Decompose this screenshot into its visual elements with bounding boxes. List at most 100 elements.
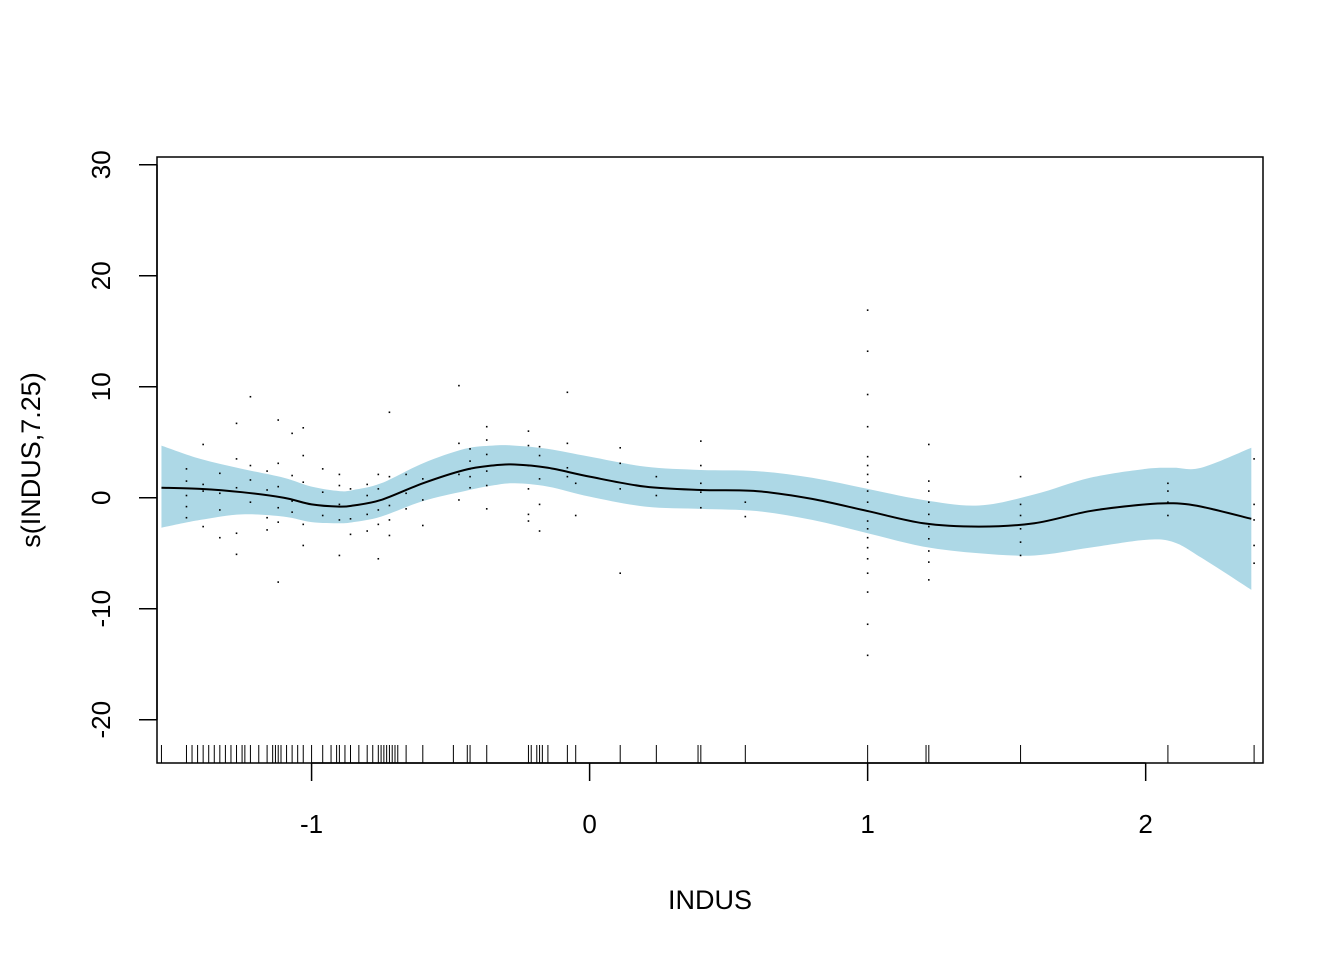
residual-point xyxy=(185,516,188,519)
residual-point xyxy=(249,501,252,503)
residual-point xyxy=(866,501,869,503)
residual-point xyxy=(219,509,221,511)
residual-point xyxy=(377,509,380,511)
residual-point xyxy=(377,473,380,476)
y-tick-label: -10 xyxy=(86,590,116,628)
x-axis: -1 0 1 2 xyxy=(300,762,1153,839)
x-tick-label: 0 xyxy=(582,809,596,839)
residual-point xyxy=(405,492,407,495)
residual-point xyxy=(366,494,368,497)
residual-point xyxy=(566,442,569,445)
residual-point xyxy=(1019,541,1022,543)
x-tick-label: -1 xyxy=(300,809,323,839)
residual-point xyxy=(928,443,930,446)
residual-point xyxy=(1253,544,1255,547)
residual-point xyxy=(928,561,930,563)
residual-point xyxy=(866,350,869,353)
residual-point xyxy=(1253,503,1255,506)
residual-point xyxy=(527,520,530,522)
residual-point xyxy=(700,440,702,442)
residual-point xyxy=(866,546,869,549)
residual-point xyxy=(235,532,238,535)
residual-point xyxy=(1019,528,1022,530)
residual-point xyxy=(219,472,221,475)
residual-point xyxy=(566,475,569,478)
residual-point xyxy=(655,494,658,497)
residual-point xyxy=(405,508,407,510)
residual-point xyxy=(928,501,930,503)
residual-point xyxy=(700,482,702,485)
residual-point xyxy=(928,550,930,552)
residual-point xyxy=(866,455,869,458)
residual-point xyxy=(366,483,368,486)
residual-point xyxy=(249,395,252,398)
residual-point xyxy=(249,464,252,467)
residual-point xyxy=(1167,514,1169,517)
residual-point xyxy=(321,491,324,493)
residual-point xyxy=(1167,482,1169,485)
residual-point xyxy=(1253,519,1255,521)
residual-point xyxy=(574,482,577,485)
residual-point xyxy=(866,481,869,483)
residual-point xyxy=(866,623,869,626)
residual-point xyxy=(277,462,280,465)
residual-point xyxy=(1167,490,1169,492)
residual-point xyxy=(458,499,460,501)
residual-point xyxy=(1253,458,1255,460)
residual-point xyxy=(566,391,569,394)
residual-point xyxy=(866,572,869,575)
residual-point xyxy=(388,534,391,537)
residual-point xyxy=(349,488,352,490)
residual-point xyxy=(377,557,380,560)
residual-point xyxy=(219,492,221,495)
residual-point xyxy=(277,419,280,421)
residual-point xyxy=(866,393,869,396)
residual-point xyxy=(619,572,621,575)
residual-point xyxy=(202,490,204,492)
y-tick-label: 20 xyxy=(86,261,116,290)
residual-point xyxy=(366,530,368,532)
residual-point xyxy=(866,654,869,657)
residual-point xyxy=(366,513,368,516)
residual-point xyxy=(202,443,204,446)
residual-point xyxy=(866,473,869,476)
residual-point xyxy=(321,514,324,517)
residual-point xyxy=(744,501,747,503)
residual-point xyxy=(469,448,471,450)
residual-point xyxy=(700,491,702,493)
residual-point xyxy=(235,553,238,556)
residual-point xyxy=(928,480,930,482)
residual-point xyxy=(185,494,188,497)
residual-point xyxy=(338,519,341,521)
residual-point xyxy=(928,538,930,540)
residual-point xyxy=(485,439,488,441)
residual-point xyxy=(302,544,305,547)
residual-point xyxy=(277,521,280,523)
residual-point xyxy=(266,516,268,519)
residual-point xyxy=(538,503,541,506)
residual-point xyxy=(866,536,869,539)
residual-point xyxy=(700,464,702,467)
residual-point xyxy=(185,505,188,508)
residual-point xyxy=(405,473,407,476)
residual-point xyxy=(619,488,621,490)
residual-point xyxy=(302,523,305,526)
residual-point xyxy=(235,458,238,460)
residual-point xyxy=(291,474,293,477)
residual-point xyxy=(377,523,380,526)
smooth-line xyxy=(161,463,1252,528)
residual-point xyxy=(485,470,488,472)
x-tick-label: 1 xyxy=(860,809,874,839)
residual-point xyxy=(485,508,488,510)
residual-point xyxy=(485,453,488,456)
residual-point xyxy=(655,475,658,478)
partial-residuals-layer xyxy=(185,309,1255,657)
residual-point xyxy=(574,514,577,517)
residual-point xyxy=(866,520,869,522)
residual-point xyxy=(422,478,424,480)
residual-point xyxy=(866,591,869,593)
residual-point xyxy=(866,425,869,428)
residual-point xyxy=(928,525,930,528)
rug-layer xyxy=(160,745,1255,763)
